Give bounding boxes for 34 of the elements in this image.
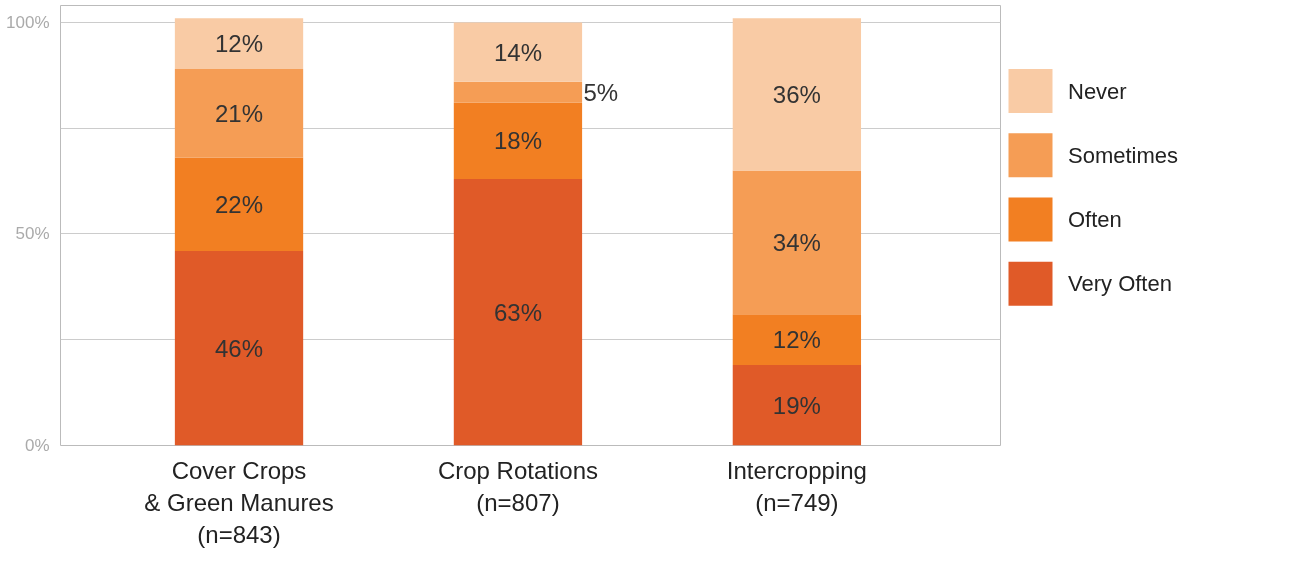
bar [174,18,304,69]
bar [732,18,862,171]
data-label: 19% [772,391,821,419]
x-tick-label: Intercropping (n=749) [726,456,867,516]
data-label: 21% [215,99,264,127]
bar [453,22,583,82]
bar [732,170,862,315]
bar [732,365,862,446]
x-tick-label: Cover Crops & Green Manures (n=843) [144,456,334,549]
bar [732,314,862,366]
legend-label: Never [1068,78,1127,104]
data-label: 36% [772,80,821,108]
bar [174,68,304,158]
y-tick-label: 0% [24,436,50,455]
bar [174,157,304,251]
legend-label: Sometimes [1068,142,1179,168]
data-label: 34% [772,228,821,256]
bar [453,102,583,179]
data-label: 63% [493,298,542,326]
data-label: 12% [772,326,821,354]
data-label: 5% [583,78,619,106]
bar [453,178,583,446]
bar [453,81,583,103]
y-tick-label: 50% [15,224,50,244]
data-label: 18% [493,127,542,155]
legend-label: Very Often [1068,271,1172,297]
data-label: 12% [215,30,264,58]
data-label: 46% [215,334,264,362]
legend-label: Often [1068,206,1122,232]
x-tick-label: Crop Rotations (n=807) [437,456,598,516]
bar [174,250,304,446]
data-label: 22% [215,190,264,218]
y-tick-label: 100% [6,12,50,32]
data-label: 14% [493,38,542,66]
